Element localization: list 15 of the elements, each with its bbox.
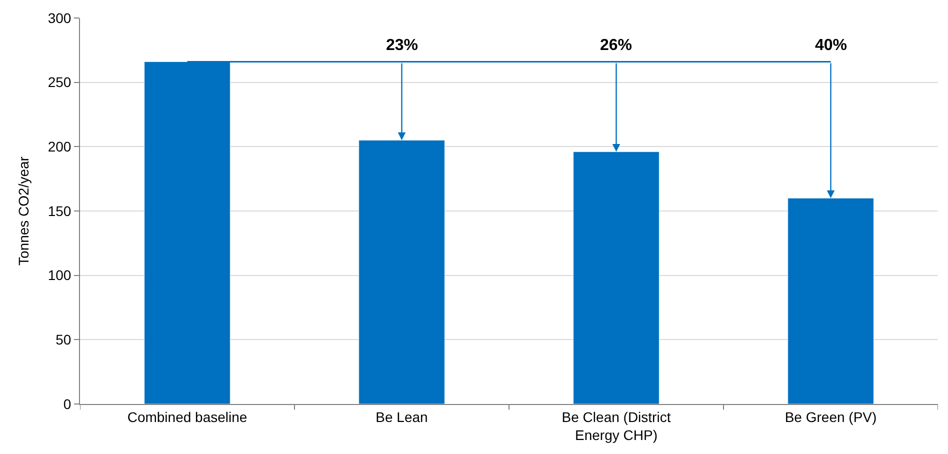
annotation: 40% xyxy=(815,37,848,54)
y-tick-label: 200 xyxy=(48,138,72,155)
y-tick-label: 150 xyxy=(48,202,72,219)
annotation: 23% xyxy=(386,37,418,54)
x-tick-label: Be Lean xyxy=(376,408,428,425)
x-tick-label: Combined baseline xyxy=(127,408,248,425)
annotation: 26% xyxy=(600,37,632,54)
x-tick-label: Be Green (PV) xyxy=(784,408,877,425)
y-tick-label: 50 xyxy=(56,332,72,348)
x-tick-label: Be Clean (District Energy CHP) xyxy=(562,408,671,443)
y-tick-label: 100 xyxy=(48,267,72,284)
y-axis-title: Tonnes CO2/year xyxy=(15,156,32,266)
y-tick-label: 250 xyxy=(48,74,72,90)
y-tick-label: 300 xyxy=(48,10,72,26)
y-tick-label: 0 xyxy=(63,396,72,412)
